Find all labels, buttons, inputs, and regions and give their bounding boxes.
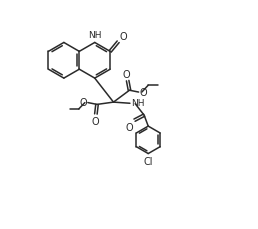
Text: Cl: Cl [144, 157, 154, 166]
Text: O: O [91, 116, 99, 126]
Text: O: O [79, 98, 87, 108]
Text: O: O [119, 32, 127, 42]
Text: O: O [140, 87, 147, 97]
Text: NH: NH [88, 31, 102, 40]
Text: O: O [123, 70, 131, 80]
Text: O: O [125, 122, 133, 132]
Text: NH: NH [131, 99, 144, 108]
